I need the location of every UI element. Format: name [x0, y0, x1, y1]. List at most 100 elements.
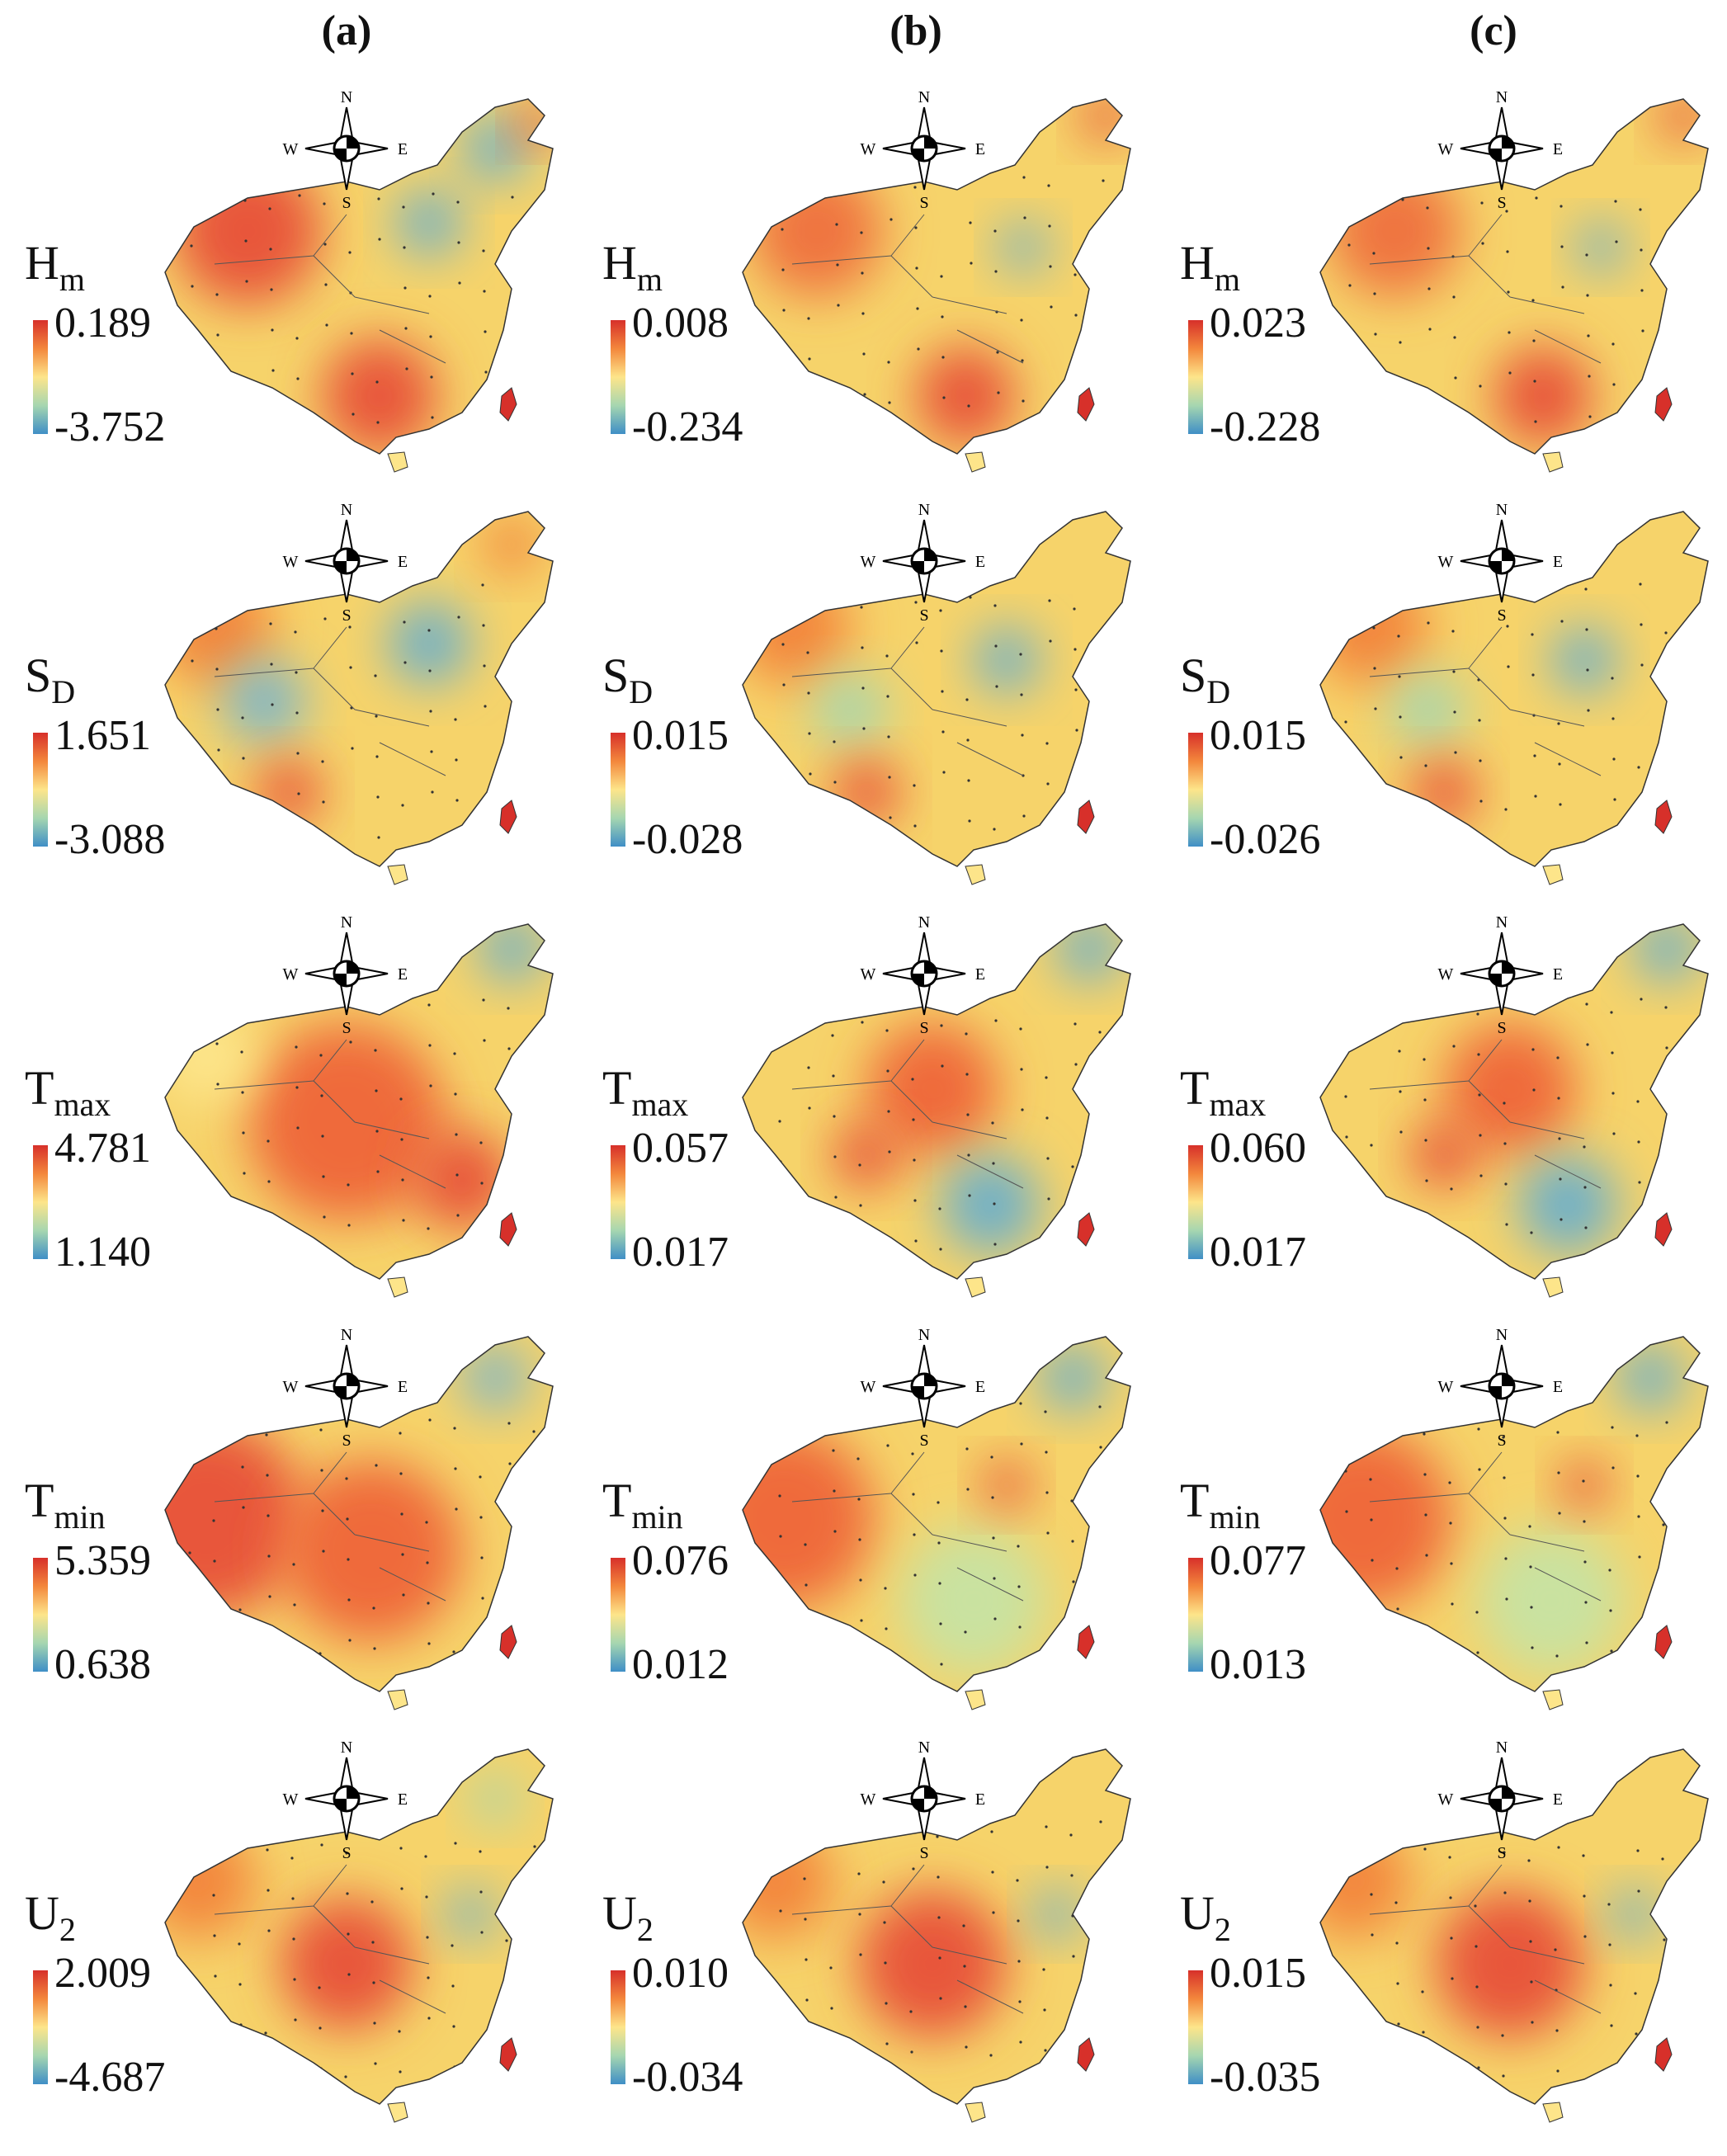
country-outline — [164, 1748, 554, 2105]
legend-max-value: 4.781 — [54, 1125, 151, 1172]
compass-rose-icon: N S W E — [1438, 1326, 1564, 1450]
legend-min-value: -3.752 — [54, 403, 166, 451]
legend-max-value: 0.008 — [632, 300, 729, 347]
compass-w: W — [283, 553, 299, 571]
country-outline — [742, 1336, 1131, 1692]
legend-max-value: 0.015 — [1210, 1950, 1306, 1997]
compass-s: S — [342, 606, 351, 625]
compass-s: S — [342, 1019, 351, 1037]
compass-s: S — [919, 606, 928, 625]
country-outline — [164, 923, 554, 1280]
color-legend: 1.651 -3.088 — [33, 712, 248, 863]
compass-w: W — [861, 140, 876, 158]
china-map: N S W E — [164, 501, 554, 885]
legend-min-value: -0.234 — [632, 403, 743, 451]
variable-symbol: T — [1180, 1474, 1210, 1527]
variable-label: Tmax — [25, 1064, 111, 1121]
hainan-island — [1542, 1689, 1564, 1710]
variable-label: Tmax — [602, 1064, 688, 1121]
legend-colorbar — [33, 1145, 48, 1259]
compass-w: W — [1438, 965, 1454, 984]
taiwan-island — [499, 800, 517, 834]
legend-colorbar — [611, 1558, 625, 1672]
taiwan-island — [1654, 387, 1673, 422]
legend-colorbar — [1188, 1558, 1203, 1672]
compass-e: E — [398, 1378, 408, 1396]
legend-min-value: -0.026 — [1210, 816, 1321, 863]
compass-rose-icon: N S W E — [861, 501, 986, 625]
compass-n: N — [341, 1326, 352, 1344]
china-map: N S W E — [1319, 1738, 1709, 2123]
color-legend: 0.023 -0.228 — [1188, 300, 1403, 451]
compass-e: E — [1553, 965, 1563, 984]
compass-s: S — [1497, 1844, 1506, 1862]
legend-min-value: 0.638 — [54, 1641, 151, 1688]
compass-rose-icon: N S W E — [1438, 913, 1564, 1037]
variable-label: Tmin — [25, 1477, 106, 1534]
compass-s: S — [919, 1844, 928, 1862]
compass-e: E — [398, 965, 408, 984]
variable-subscript: m — [1214, 261, 1241, 298]
compass-w: W — [283, 965, 299, 984]
compass-e: E — [1553, 140, 1563, 158]
country-outline — [742, 511, 1131, 867]
variable-symbol: H — [1180, 236, 1215, 290]
hainan-island — [965, 2102, 986, 2123]
compass-s: S — [1497, 1432, 1506, 1450]
map-panel-r4-c2: N S W E U2 0.015 -0.035 — [1155, 1716, 1727, 2129]
variable-label: SD — [1180, 652, 1230, 709]
compass-e: E — [398, 140, 408, 158]
variable-label: U2 — [602, 1889, 654, 1946]
compass-e: E — [975, 965, 985, 984]
legend-colorbar — [33, 320, 48, 434]
compass-n: N — [1496, 88, 1508, 106]
legend-min-value: -4.687 — [54, 2054, 166, 2101]
legend-max-value: 2.009 — [54, 1950, 151, 1997]
column-title-b: (b) — [889, 7, 942, 54]
compass-n: N — [341, 88, 352, 106]
china-map: N S W E — [742, 1738, 1131, 2123]
compass-rose-icon: N S W E — [1438, 1738, 1564, 1862]
compass-e: E — [975, 140, 985, 158]
compass-e: E — [1553, 553, 1563, 571]
compass-w: W — [283, 1378, 299, 1396]
legend-max-value: 1.651 — [54, 712, 151, 759]
hainan-island — [387, 1276, 408, 1298]
compass-n: N — [341, 1738, 352, 1757]
variable-symbol: U — [602, 1886, 637, 1940]
hainan-island — [1542, 451, 1564, 473]
compass-rose-icon: N S W E — [283, 1738, 408, 1862]
compass-e: E — [975, 1790, 985, 1809]
taiwan-island — [1654, 2037, 1673, 2072]
map-panel-r0-c2: N S W E Hm 0.023 -0.228 — [1155, 66, 1727, 479]
variable-label: Hm — [1180, 239, 1240, 296]
color-legend: 0.189 -3.752 — [33, 300, 248, 451]
variable-symbol: S — [602, 649, 630, 702]
variable-label: Tmin — [602, 1477, 683, 1534]
compass-s: S — [342, 1432, 351, 1450]
compass-w: W — [1438, 140, 1454, 158]
legend-colorbar — [33, 1558, 48, 1672]
compass-n: N — [1496, 1326, 1508, 1344]
legend-min-value: 1.140 — [54, 1229, 151, 1276]
legend-min-value: -3.088 — [54, 816, 166, 863]
taiwan-island — [1077, 1212, 1095, 1247]
color-legend: 2.009 -4.687 — [33, 1950, 248, 2101]
legend-colorbar — [611, 733, 625, 847]
color-legend: 0.076 0.012 — [611, 1537, 825, 1688]
compass-rose-icon: N S W E — [1438, 501, 1564, 625]
variable-subscript: max — [1209, 1086, 1267, 1123]
compass-rose-icon: N S W E — [1438, 88, 1564, 212]
hainan-island — [387, 451, 408, 473]
map-panel-r2-c2: N S W E Tmax 0.060 0.017 — [1155, 891, 1727, 1304]
map-panel-r4-c1: N S W E U2 0.010 -0.034 — [578, 1716, 1153, 2129]
country-outline — [164, 1336, 554, 1692]
variable-subscript: min — [54, 1498, 106, 1536]
compass-s: S — [919, 194, 928, 212]
legend-min-value: 0.012 — [632, 1641, 729, 1688]
taiwan-island — [499, 1212, 517, 1247]
taiwan-island — [1077, 1625, 1095, 1659]
legend-max-value: 0.076 — [632, 1537, 729, 1584]
legend-colorbar — [1188, 1970, 1203, 2084]
compass-s: S — [342, 1844, 351, 1862]
